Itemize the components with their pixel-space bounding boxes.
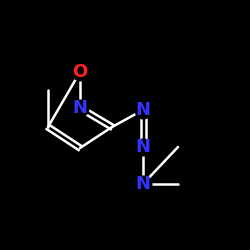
Text: N: N	[136, 175, 150, 193]
Text: N: N	[136, 101, 150, 119]
Text: N: N	[72, 99, 88, 117]
Text: O: O	[72, 63, 88, 81]
Text: N: N	[136, 138, 150, 156]
